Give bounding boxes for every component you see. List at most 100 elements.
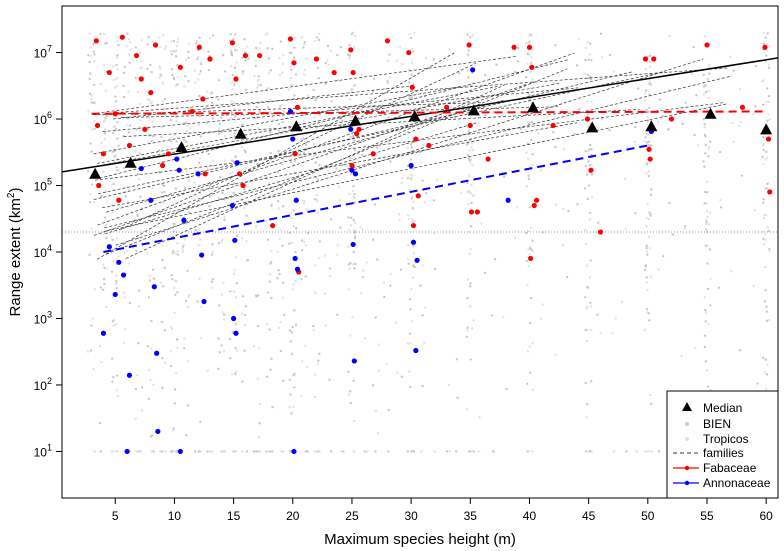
background-point xyxy=(234,120,237,123)
background-point xyxy=(584,58,587,62)
background-point xyxy=(470,183,473,186)
fabaceae-point xyxy=(116,197,122,203)
background-point xyxy=(763,214,766,217)
background-point xyxy=(502,175,506,178)
fabaceae-point xyxy=(384,38,391,44)
background-point xyxy=(91,50,95,53)
background-point xyxy=(708,66,711,69)
background-point xyxy=(183,238,187,241)
background-point xyxy=(645,281,648,284)
background-point xyxy=(218,127,221,130)
background-point xyxy=(706,108,709,112)
background-point xyxy=(115,374,119,377)
annonaceae-point xyxy=(176,167,182,173)
background-point xyxy=(111,131,115,135)
fabaceae-point xyxy=(406,49,412,56)
background-point xyxy=(490,314,494,317)
background-point xyxy=(586,149,590,153)
background-point xyxy=(304,244,307,247)
background-point xyxy=(397,213,401,216)
background-point xyxy=(668,34,671,37)
background-point xyxy=(471,34,474,37)
background-point xyxy=(350,216,353,220)
background-point xyxy=(90,150,93,153)
fabaceae-point xyxy=(93,38,99,44)
background-point xyxy=(314,291,317,294)
background-point xyxy=(657,120,660,124)
background-point xyxy=(419,284,422,287)
background-point xyxy=(158,67,162,71)
background-point xyxy=(281,244,284,248)
background-point xyxy=(256,126,260,130)
background-point xyxy=(648,247,652,250)
background-point xyxy=(527,122,531,126)
background-point xyxy=(468,159,471,162)
background-point xyxy=(376,432,380,435)
background-point xyxy=(161,357,164,360)
background-point xyxy=(585,173,589,176)
background-point xyxy=(139,195,142,199)
background-point xyxy=(465,407,469,411)
background-point xyxy=(276,171,279,174)
background-point xyxy=(315,198,319,201)
background-point xyxy=(467,49,470,52)
background-point xyxy=(100,195,103,198)
annonaceae-point xyxy=(174,156,180,162)
background-point xyxy=(209,450,212,453)
background-point xyxy=(247,57,250,61)
background-point xyxy=(292,209,295,212)
background-point xyxy=(149,378,152,382)
background-point xyxy=(135,450,138,453)
fabaceae-point xyxy=(207,56,213,62)
legend-tropicos-label: Tropicos xyxy=(703,432,749,446)
background-point xyxy=(351,263,354,266)
background-point xyxy=(170,68,174,71)
background-point xyxy=(208,168,211,171)
background-point xyxy=(102,170,105,173)
family-trend-line xyxy=(99,59,570,179)
background-point xyxy=(766,182,769,185)
background-point xyxy=(360,108,363,111)
background-point xyxy=(646,289,649,292)
family-trend-line xyxy=(102,87,578,132)
annonaceae-trend-line xyxy=(103,144,649,253)
background-point xyxy=(590,196,594,199)
background-point xyxy=(268,328,271,331)
background-point xyxy=(114,274,118,277)
family-trend-line xyxy=(93,84,527,236)
background-point xyxy=(466,111,469,115)
background-point xyxy=(163,190,166,194)
background-point xyxy=(270,249,273,253)
background-point xyxy=(208,37,212,40)
legend-annonaceae-label: Annonaceae xyxy=(703,476,771,490)
background-point xyxy=(268,280,271,283)
background-point xyxy=(492,111,495,114)
background-point xyxy=(221,191,224,195)
background-point xyxy=(254,59,257,62)
background-point xyxy=(151,120,155,123)
background-point xyxy=(385,363,388,366)
legend-median-label: Median xyxy=(703,401,742,415)
background-point xyxy=(171,277,174,281)
background-point xyxy=(302,46,305,49)
background-point xyxy=(590,380,593,383)
fabaceae-point xyxy=(159,162,166,169)
background-point xyxy=(752,284,755,288)
background-point xyxy=(382,281,386,284)
family-trend-line xyxy=(123,109,640,137)
background-point xyxy=(127,90,130,93)
fabaceae-point xyxy=(426,142,432,149)
background-point xyxy=(706,287,710,291)
background-point xyxy=(243,206,246,210)
background-point xyxy=(324,82,328,85)
background-point xyxy=(269,261,273,264)
background-point xyxy=(220,293,223,296)
background-point xyxy=(707,96,711,100)
background-point xyxy=(312,143,316,146)
legend-bien-label: BIEN xyxy=(703,417,731,431)
background-point xyxy=(185,222,188,225)
background-point xyxy=(127,262,130,265)
background-point xyxy=(386,80,389,83)
background-point xyxy=(338,199,341,202)
background-point xyxy=(583,187,587,190)
